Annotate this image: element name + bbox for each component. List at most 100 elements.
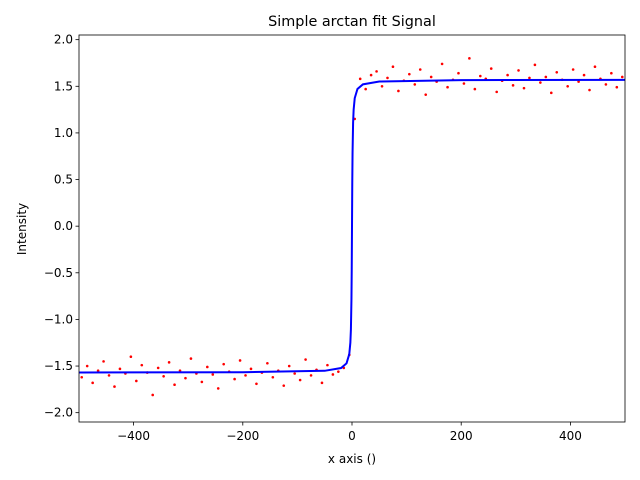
x-tick-label: 0 xyxy=(348,429,356,443)
data-point xyxy=(173,383,176,386)
data-point xyxy=(418,68,422,71)
data-point xyxy=(517,69,520,72)
y-axis-label: Intensity xyxy=(15,203,29,255)
data-point xyxy=(424,93,428,96)
data-point xyxy=(440,62,444,66)
data-point xyxy=(85,364,89,368)
data-point xyxy=(528,76,531,80)
data-point xyxy=(326,363,329,367)
data-point xyxy=(380,84,384,88)
data-point xyxy=(429,75,433,79)
data-point xyxy=(555,71,559,74)
data-point xyxy=(255,382,258,386)
data-point xyxy=(298,378,302,382)
data-point xyxy=(91,381,94,385)
data-point xyxy=(287,364,291,368)
data-point xyxy=(249,367,253,371)
data-point xyxy=(413,83,417,86)
data-point xyxy=(304,358,307,361)
x-axis-label: x axis () xyxy=(328,452,376,466)
data-point xyxy=(479,74,482,78)
data-point xyxy=(331,373,335,376)
y-tick-label: 1.5 xyxy=(54,79,73,93)
data-point xyxy=(200,380,204,384)
data-point xyxy=(184,376,187,380)
data-point xyxy=(615,85,619,89)
data-point xyxy=(206,365,209,369)
data-point xyxy=(162,375,165,378)
data-point xyxy=(167,361,171,364)
data-point xyxy=(408,72,411,76)
data-point xyxy=(107,374,111,377)
data-point xyxy=(211,373,215,376)
data-point xyxy=(244,374,247,377)
data-point xyxy=(364,87,367,91)
data-point xyxy=(506,73,509,77)
data-point xyxy=(369,73,373,77)
data-point xyxy=(102,360,105,363)
y-tick-label: −1.5 xyxy=(44,359,73,373)
fit-line xyxy=(78,78,626,374)
y-tick-label: 0.5 xyxy=(54,173,73,187)
data-point xyxy=(96,369,100,373)
x-tick-label: 400 xyxy=(559,429,582,443)
data-point xyxy=(446,85,449,89)
data-point xyxy=(533,63,537,67)
data-point xyxy=(135,379,138,383)
data-point xyxy=(391,65,395,69)
chart-title: Simple arctan fit Signal xyxy=(268,14,436,30)
x-tick-label: −400 xyxy=(117,429,150,443)
data-point xyxy=(489,67,493,70)
y-tick-label: 1.0 xyxy=(54,126,73,140)
data-point xyxy=(462,82,466,85)
data-point xyxy=(156,366,160,370)
data-point xyxy=(620,75,624,79)
data-point xyxy=(544,75,548,79)
y-tick-label: 2.0 xyxy=(54,33,73,47)
data-point xyxy=(216,387,220,390)
data-point xyxy=(129,355,133,359)
data-point xyxy=(571,68,575,71)
data-point xyxy=(593,65,597,69)
data-point xyxy=(549,91,553,95)
data-point xyxy=(358,77,362,81)
data-point xyxy=(151,393,155,397)
data-point xyxy=(140,363,144,367)
x-tick-label: −200 xyxy=(226,429,259,443)
data-point xyxy=(375,70,378,73)
data-point xyxy=(511,84,515,87)
y-tick-label: 0.0 xyxy=(54,219,73,233)
data-point xyxy=(522,86,526,90)
data-point xyxy=(337,370,340,373)
data-point xyxy=(473,87,477,91)
data-point xyxy=(233,377,236,381)
data-point xyxy=(293,372,296,375)
data-point xyxy=(457,71,460,75)
data-point xyxy=(566,84,569,88)
data-point xyxy=(222,362,225,366)
data-point xyxy=(189,357,193,360)
data-point xyxy=(386,76,389,80)
data-point xyxy=(582,73,586,77)
data-point xyxy=(320,381,324,385)
data-point xyxy=(309,374,313,377)
data-point xyxy=(468,57,471,60)
data-point xyxy=(271,375,275,379)
data-point xyxy=(588,88,591,92)
y-tick-label: −2.0 xyxy=(44,406,73,420)
data-point xyxy=(495,90,498,94)
data-point xyxy=(577,80,580,83)
x-tick-label: 200 xyxy=(450,429,473,443)
data-point xyxy=(539,81,542,84)
y-tick-label: −0.5 xyxy=(44,266,73,280)
data-point xyxy=(266,361,269,365)
data-point xyxy=(604,83,608,86)
data-point xyxy=(80,375,84,379)
data-point xyxy=(118,367,122,371)
y-tick-label: −1.0 xyxy=(44,312,73,326)
data-point xyxy=(282,384,286,387)
data-point xyxy=(397,89,400,93)
data-point xyxy=(113,385,116,388)
